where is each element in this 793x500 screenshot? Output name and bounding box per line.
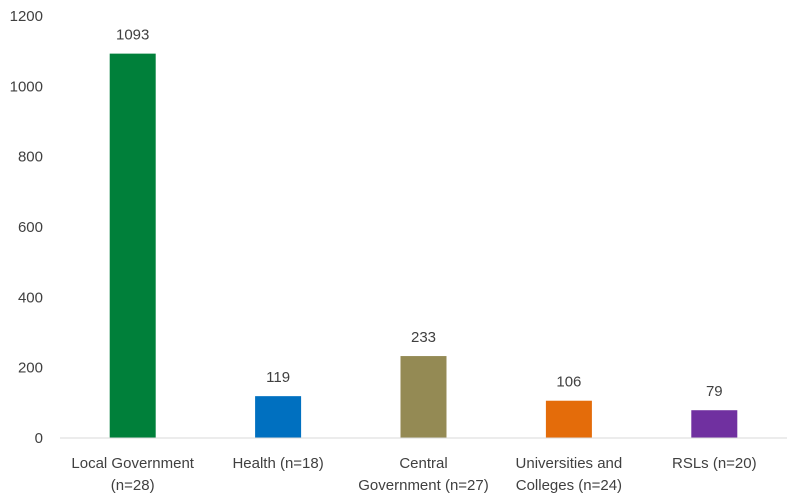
data-label: 106	[556, 374, 581, 391]
y-tick-label: 400	[18, 289, 43, 306]
x-tick-label: Central Government (n=27)	[358, 455, 488, 494]
y-tick-label: 1000	[10, 78, 43, 95]
bar	[400, 356, 447, 438]
y-tick-label: 0	[35, 430, 43, 447]
x-tick-label: Health (n=18)	[232, 455, 323, 472]
bars	[109, 53, 738, 439]
y-tick-label: 1200	[10, 8, 43, 25]
y-tick-label: 200	[18, 360, 43, 377]
bar	[691, 410, 738, 438]
y-tick-label: 600	[18, 219, 43, 236]
x-tick-label: Local Government (n=28)	[71, 455, 194, 494]
data-label: 1093	[116, 27, 149, 44]
bar	[109, 53, 156, 439]
x-tick-label: Universities and Colleges (n=24)	[516, 455, 623, 494]
bar	[255, 396, 302, 438]
data-label: 119	[266, 369, 290, 386]
data-label: 79	[706, 383, 723, 400]
bar	[545, 400, 592, 438]
data-label: 233	[411, 329, 436, 346]
x-tick-label: RSLs (n=20)	[672, 455, 757, 472]
value-labels: 1093 119 233 106 79	[116, 27, 723, 401]
y-axis: 0 200 400 600 800 1000 1200	[10, 8, 43, 447]
x-axis: Local Government (n=28) Health (n=18) Centr…	[71, 455, 756, 494]
y-tick-label: 800	[18, 149, 43, 166]
